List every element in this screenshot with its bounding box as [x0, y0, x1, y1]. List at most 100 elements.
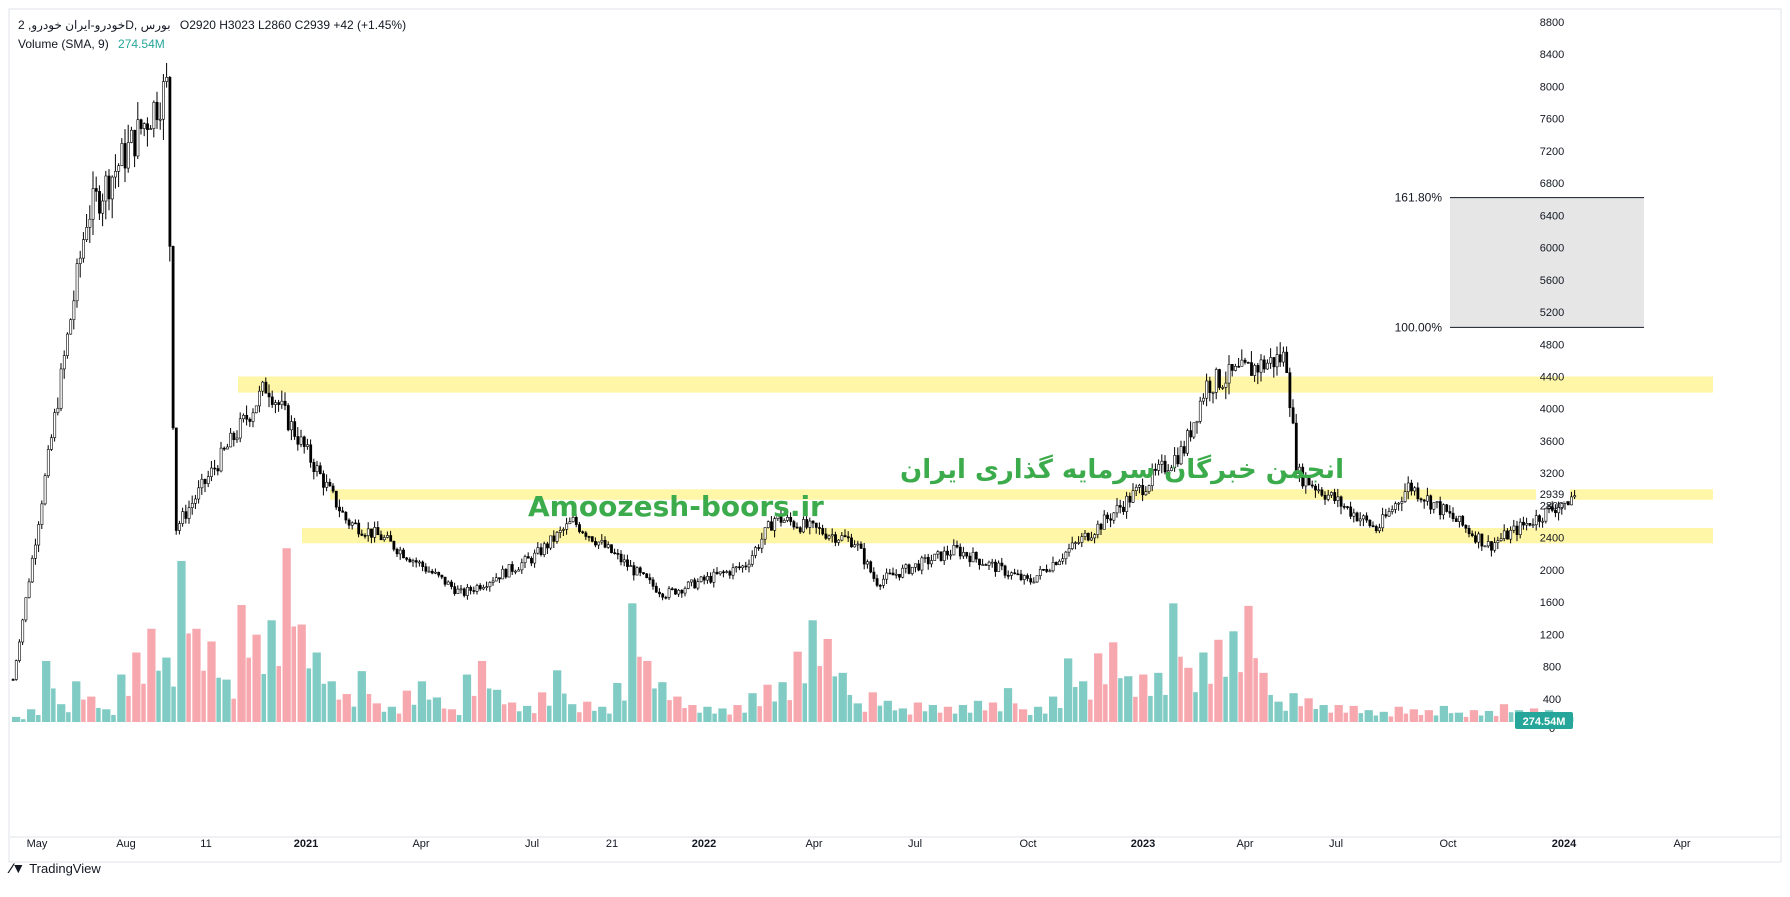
price-axis-label: 4000: [1540, 404, 1564, 416]
candle-body: [869, 561, 873, 573]
candle-body: [1570, 496, 1573, 506]
candle-body: [514, 570, 517, 573]
volume-bar: [141, 683, 146, 722]
time-axis-label: 2022: [692, 838, 716, 850]
volume-bar: [1208, 683, 1213, 722]
candle-body: [946, 550, 949, 556]
candle-body: [414, 560, 418, 563]
volume-bar: [1073, 687, 1078, 722]
volume-bar: [802, 683, 808, 722]
candle-body: [482, 587, 485, 590]
candle-body: [341, 510, 345, 513]
volume-indicator-label[interactable]: Volume (SMA, 9): [18, 37, 109, 51]
candle-body: [91, 188, 95, 220]
candle-body: [366, 528, 370, 536]
volume-bar: [1027, 715, 1033, 722]
tradingview-branding[interactable]: ⁄▼ TradingView: [10, 860, 101, 876]
candle-body: [1086, 532, 1090, 541]
volume-bar: [1184, 667, 1193, 722]
candle-body: [27, 581, 31, 599]
candle-body: [62, 355, 66, 370]
symbol-row: خودرو-ایران خودرو, 2D, بورس O2920 H3023 …: [18, 16, 406, 35]
candle-body: [1509, 529, 1513, 540]
candle-body: [245, 414, 249, 420]
candle-body: [1339, 496, 1343, 507]
candle-body: [264, 381, 268, 394]
candle-body: [667, 588, 671, 598]
candle-body: [1288, 372, 1292, 409]
candle-body: [456, 588, 460, 594]
candle-body: [1230, 364, 1234, 371]
candle-body: [142, 123, 146, 129]
volume-bar: [1334, 705, 1343, 722]
volume-bar: [1133, 696, 1138, 722]
volume-bar: [456, 715, 462, 722]
candle-body: [709, 575, 713, 583]
volume-bar: [787, 700, 792, 722]
candle-body: [1000, 562, 1004, 567]
candle-body: [1029, 578, 1033, 583]
volume-bar: [568, 704, 577, 722]
horizontal-zone: [302, 527, 1713, 544]
candle-body: [661, 593, 665, 598]
candle-body: [1336, 496, 1340, 501]
volume-bar: [868, 692, 877, 722]
volume-bar: [36, 715, 41, 722]
candle-body: [318, 465, 322, 474]
volume-bar: [838, 672, 847, 722]
volume-bar: [748, 693, 757, 722]
candle-body: [1147, 485, 1151, 492]
candle-body: [1346, 506, 1349, 508]
volume-bar: [351, 706, 357, 722]
price-axis-label: 5600: [1540, 275, 1564, 287]
volume-bar: [411, 704, 417, 722]
fib-fill: [1450, 197, 1644, 328]
candle-body: [658, 591, 661, 595]
candle-body: [770, 521, 773, 531]
volume-bar: [1109, 642, 1118, 722]
candle-body: [738, 566, 741, 569]
candle-body: [1387, 511, 1391, 517]
symbol-name[interactable]: خودرو-ایران خودرو, 2D, بورس: [18, 18, 171, 32]
candle-body: [1314, 485, 1317, 491]
candle-body: [1528, 523, 1532, 526]
volume-bar: [1313, 708, 1319, 722]
candle-body: [507, 564, 511, 578]
candle-body: [1218, 369, 1221, 388]
volume-bar: [793, 651, 802, 722]
volume-bar: [507, 702, 517, 722]
candle-body: [1166, 470, 1170, 473]
candle-body: [728, 571, 732, 576]
candle-body: [1435, 501, 1439, 503]
candle-body: [424, 566, 428, 572]
candle-body: [1429, 495, 1433, 510]
price-axis: 8800 8400 8000 7600 7200 6800 6400 6000 5600 5200…: [1515, 17, 1573, 735]
volume-bar: [982, 710, 988, 722]
candle-body: [891, 572, 895, 576]
volume-bar: [607, 713, 612, 722]
candle-body: [210, 467, 213, 477]
volume-bar: [306, 668, 312, 722]
volume-bar: [898, 708, 907, 722]
candle-body: [242, 414, 245, 420]
volume-bar: [1388, 716, 1394, 722]
candle-body: [501, 568, 505, 580]
volume-bar: [652, 688, 657, 722]
candle-body: [776, 514, 780, 519]
candle-body: [882, 578, 885, 586]
price-axis-label: 6800: [1540, 178, 1564, 190]
volume-bar: [1433, 715, 1439, 722]
candle-body: [59, 368, 63, 409]
candle-body: [1490, 541, 1493, 551]
candle-body: [280, 400, 284, 405]
candle-body: [213, 467, 217, 470]
candle-body: [690, 579, 693, 583]
candle-body: [587, 536, 591, 538]
candle-body: [1179, 446, 1183, 465]
volume-bar: [598, 706, 607, 722]
volume-bar: [531, 713, 537, 722]
candle-body: [1525, 523, 1529, 526]
candle-body: [539, 547, 543, 555]
